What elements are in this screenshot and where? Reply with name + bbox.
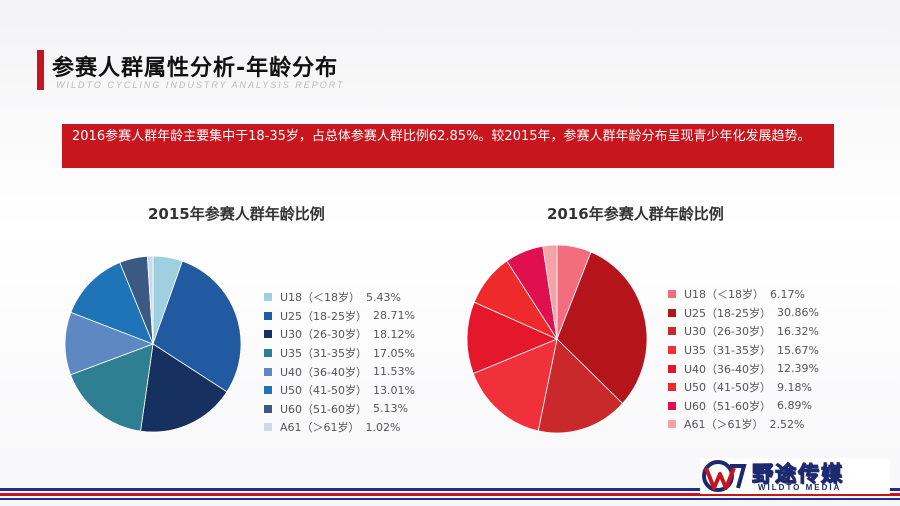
legend-value: 2.52% [769, 417, 805, 431]
legend-swatch [668, 346, 676, 355]
pie-slice [472, 338, 558, 432]
brand-name: 野途传媒 [752, 462, 844, 487]
legend-label: U35（31-35岁） [684, 344, 772, 358]
legend-label: U30（26-30岁） [684, 325, 772, 339]
legend-label: U50（41-50岁） [280, 384, 368, 398]
legend-label: U50（41-50岁） [684, 381, 772, 395]
summary-banner: 2016参赛人群年龄主要集中于18-35岁，占总体参赛人群比例62.85%。较2… [62, 124, 834, 168]
legend-swatch [668, 383, 676, 392]
legend-swatch [264, 404, 272, 413]
legend-value: 18.12% [373, 327, 415, 341]
legend-label: U18（＜18岁） [684, 288, 765, 302]
legend-swatch [668, 401, 676, 410]
brand-mark-icon [702, 460, 747, 492]
chart-title-2016: 2016年参赛人群年龄比例 [547, 205, 724, 223]
legend-value: 12.39% [777, 362, 819, 376]
pie-slice [140, 343, 228, 433]
legend-label: U60（51-60岁） [280, 402, 368, 416]
legend-item: U18（＜18岁） 5.43% [264, 288, 415, 307]
legend-swatch [264, 349, 272, 358]
pie-slice [542, 244, 558, 340]
pie-slice [70, 261, 154, 345]
legend-value: 5.43% [366, 290, 401, 304]
title-accent-bar [37, 50, 44, 90]
footer-stripe-red [0, 493, 900, 496]
legend-swatch [264, 311, 272, 320]
legend-swatch [668, 364, 676, 373]
legend-value: 16.32% [777, 324, 819, 338]
legend-value: 28.71% [373, 309, 415, 323]
legend-item: U30（26-30岁） 16.32% [668, 322, 819, 341]
page-title: 参赛人群属性分析-年龄分布 [52, 56, 339, 81]
legend-item: U25（18-25岁） 28.71% [264, 307, 415, 326]
legend-2016: U18（＜18岁） 6.17% U25（18-25岁） 30.86% U30（26-30… [668, 285, 819, 434]
legend-value: 6.17% [770, 287, 805, 301]
legend-swatch [264, 330, 272, 339]
legend-value: 5.13% [373, 402, 408, 416]
legend-value: 17.05% [373, 346, 415, 360]
legend-swatch [668, 327, 676, 336]
legend-swatch [264, 423, 272, 432]
pie-slice [70, 343, 154, 432]
brand-sub: WILDTO MEDIA [758, 483, 842, 492]
legend-item: U40（36-40岁） 12.39% [668, 359, 819, 378]
brand-logo: 野途传媒 WILDTO MEDIA [700, 458, 890, 494]
legend-item: U18（＜18岁） 6.17% [668, 285, 819, 304]
legend-label: U35（31-35岁） [280, 347, 368, 361]
legend-item: U60（51-60岁） 6.89% [668, 397, 819, 416]
legend-item: U40（36-40岁） 11.53% [264, 362, 415, 381]
legend-label: U25（18-25岁） [684, 306, 772, 320]
legend-label: U40（36-40岁） [684, 362, 772, 376]
pie-slice [146, 255, 154, 345]
pie-chart-2015 [64, 255, 242, 433]
pie-slice [556, 251, 648, 405]
legend-value: 13.01% [373, 383, 415, 397]
legend-value: 30.86% [777, 306, 819, 320]
chart-title-2015: 2015年参赛人群年龄比例 [148, 205, 325, 223]
legend-value: 15.67% [777, 343, 819, 357]
legend-label: U25（18-25岁） [280, 309, 368, 323]
footer-stripe-blue-bottom [0, 498, 900, 500]
legend-swatch [264, 293, 272, 302]
legend-item: A61（＞61岁） 2.52% [668, 415, 819, 434]
legend-label: A61（＞61岁） [280, 421, 360, 435]
legend-item: U35（31-35岁） 15.67% [668, 341, 819, 360]
legend-item: A61（＞61岁） 1.02% [264, 418, 415, 437]
pie-slice [537, 338, 624, 434]
legend-value: 6.89% [777, 399, 812, 413]
legend-2015: U18（＜18岁） 5.43% U25（18-25岁） 28.71% U30（26-30… [264, 288, 415, 437]
page-subtitle: WILDTO CYCLING INDUSTRY ANALYSIS REPORT [56, 80, 345, 90]
legend-item: U35（31-35岁） 17.05% [264, 344, 415, 363]
pie-chart-2016 [466, 244, 648, 434]
legend-value: 9.18% [777, 380, 812, 394]
pie-slice [466, 301, 559, 375]
legend-value: 11.53% [373, 365, 415, 379]
legend-label: A61（＞61岁） [684, 418, 764, 432]
pie-slice [64, 311, 155, 376]
legend-item: U50（41-50岁） 9.18% [668, 378, 819, 397]
legend-swatch [264, 386, 272, 395]
legend-swatch [668, 308, 676, 317]
legend-item: U60（51-60岁） 5.13% [264, 400, 415, 419]
pie-slice [152, 260, 242, 393]
legend-item: U25（18-25岁） 30.86% [668, 304, 819, 323]
summary-text: 2016参赛人群年龄主要集中于18-35岁，占总体参赛人群比例62.85%。较2… [72, 129, 811, 144]
legend-swatch [668, 290, 676, 299]
legend-label: U30（26-30岁） [280, 328, 368, 342]
legend-label: U18（＜18岁） [280, 291, 361, 305]
legend-label: U40（36-40岁） [280, 365, 368, 379]
legend-item: U50（41-50岁） 13.01% [264, 381, 415, 400]
legend-swatch [264, 367, 272, 376]
legend-swatch [668, 420, 676, 429]
legend-value: 1.02% [365, 420, 401, 434]
legend-item: U30（26-30岁） 18.12% [264, 325, 415, 344]
footer-stripe-blue [0, 488, 900, 491]
legend-label: U60（51-60岁） [684, 399, 772, 413]
